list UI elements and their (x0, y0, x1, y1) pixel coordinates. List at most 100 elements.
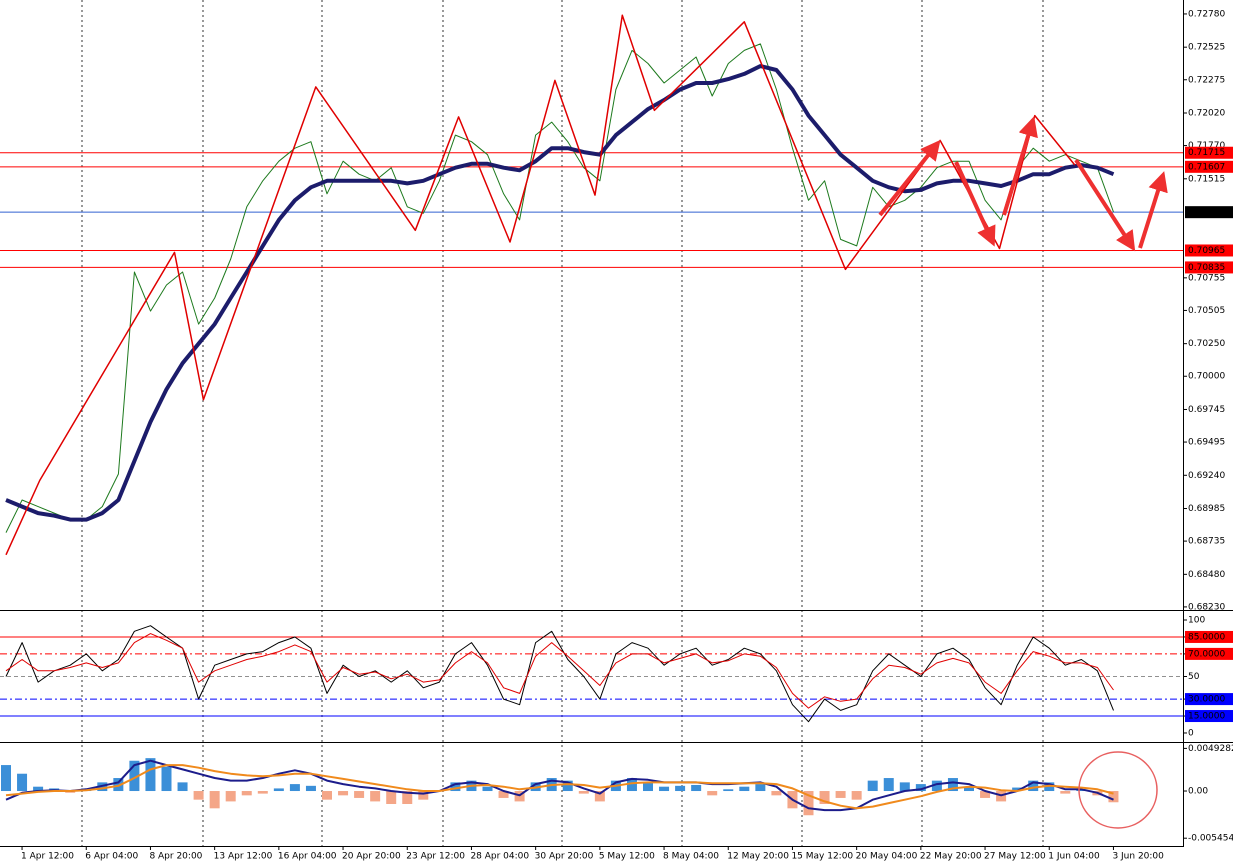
x-tick-label: 12 May 20:00 (727, 852, 789, 862)
histogram-bar (386, 791, 397, 804)
y-tick-label: 85.0000 (1188, 632, 1225, 642)
y-tick-label: 30.0000 (1188, 695, 1225, 705)
x-tick-label: 13 Apr 12:00 (214, 852, 273, 862)
y-tick-label: 0.72020 (1188, 108, 1225, 118)
histogram-bar (578, 791, 589, 794)
histogram-bar (129, 760, 140, 792)
x-tick-label: 20 Apr 20:00 (342, 852, 401, 862)
histogram-bar (113, 778, 124, 792)
series-line (5, 759, 1114, 812)
series-line (5, 14, 1076, 556)
x-tick-label: 28 Apr 04:00 (470, 852, 529, 862)
histogram-bar (1, 765, 11, 792)
histogram-bar (17, 773, 28, 792)
histogram-bar (161, 766, 172, 792)
histogram-bar (145, 758, 156, 792)
x-tick-label: 22 May 20:00 (920, 852, 982, 862)
x-tick-label: 20 May 04:00 (856, 852, 918, 862)
histogram-bar (338, 791, 349, 796)
y-tick-label: 0.70755 (1188, 273, 1225, 283)
histogram-bar (626, 778, 637, 792)
x-tick-label: 8 May 04:00 (663, 852, 719, 862)
histogram-bar (980, 791, 991, 798)
histogram-bar (659, 786, 670, 792)
histogram-bar (675, 785, 686, 792)
level-label-box (1185, 244, 1233, 257)
x-tick-label: 5 May 12:00 (599, 852, 655, 862)
histogram-bar (498, 791, 509, 798)
series-line (5, 764, 1114, 810)
arrow (954, 161, 996, 247)
histogram-bar (819, 791, 830, 804)
level-label: 0.70965 (1188, 246, 1225, 256)
y-tick-label: 0.71770 (1188, 141, 1225, 151)
plot-area: 0.72780 0.72525 0.72275 0.72020 0.71770 0.715… (0, 9, 1233, 862)
histogram-bar (803, 791, 814, 816)
x-tick-label: 23 Apr 12:00 (406, 852, 465, 862)
level-label-box (1185, 647, 1233, 660)
histogram-bar (33, 786, 44, 792)
x-tick-label: 15 May 12:00 (791, 852, 853, 862)
y-tick-label: 0.68480 (1188, 570, 1225, 580)
y-tick-label: 0.0049282 (1188, 744, 1233, 754)
histogram-bar (402, 791, 413, 804)
x-tick-label: 27 May 12:00 (984, 852, 1046, 862)
series-line (5, 43, 1114, 533)
highlight-circle (1078, 751, 1158, 829)
y-tick-label: 0.72780 (1188, 9, 1225, 19)
histogram-bar (225, 791, 236, 802)
histogram-bar (755, 784, 766, 792)
histogram-bar (835, 791, 846, 798)
y-tick-label: 0.70250 (1188, 339, 1225, 349)
histogram-bar (723, 789, 734, 792)
arrow (878, 139, 941, 217)
histogram-bar (289, 784, 300, 792)
histogram-bar (354, 791, 365, 798)
period-separators (81, 0, 1044, 846)
y-tick-label: 0.68735 (1188, 537, 1225, 547)
y-tick-label: 0.69495 (1188, 438, 1225, 448)
histogram-bar (177, 782, 188, 792)
x-tick-label: 1 Apr 12:00 (21, 852, 74, 862)
level-label: 0.71607 (1188, 162, 1225, 172)
arrow (1074, 158, 1136, 252)
histogram-bar (691, 784, 702, 792)
histogram-bar (707, 791, 718, 796)
histogram-bar (947, 778, 958, 792)
level-label-box (1185, 146, 1233, 159)
histogram-bar (851, 791, 862, 800)
histogram-bar (305, 785, 316, 792)
level-label-box (1185, 160, 1233, 173)
y-tick-label: 0.72525 (1188, 43, 1225, 53)
level-label-box (1185, 261, 1233, 274)
y-tick-label: 0.69745 (1188, 405, 1225, 415)
histogram-bar (931, 780, 942, 792)
level-label: 0.71715 (1188, 148, 1225, 158)
histogram-bar (450, 782, 461, 792)
histogram-bar (322, 791, 332, 800)
level-label-box (1185, 206, 1233, 219)
histogram-bar (964, 786, 974, 792)
histogram-bar (273, 788, 284, 792)
series-line (5, 633, 1114, 709)
y-tick-label: 0.70505 (1188, 306, 1225, 316)
histogram-bar (739, 786, 750, 792)
histogram-bar (193, 791, 204, 800)
histogram-bar (1060, 791, 1071, 794)
arrow (1138, 171, 1168, 249)
y-tick-label: 0.68230 (1188, 602, 1225, 612)
y-tick-label: 70.0000 (1188, 649, 1225, 659)
x-tick-label: 6 Apr 04:00 (85, 852, 138, 862)
x-tick-label: 1 Jun 04:00 (1048, 852, 1100, 862)
level-label-box (1185, 630, 1233, 643)
x-tick-label: 8 Apr 20:00 (149, 852, 202, 862)
histogram-bar (594, 791, 605, 802)
histogram-bar (562, 780, 573, 792)
histogram-bar (209, 791, 220, 809)
x-tick-label: 16 Apr 04:00 (278, 852, 337, 862)
histogram-bar (643, 782, 653, 792)
histogram-bar (257, 791, 268, 794)
arrow (1002, 116, 1038, 216)
